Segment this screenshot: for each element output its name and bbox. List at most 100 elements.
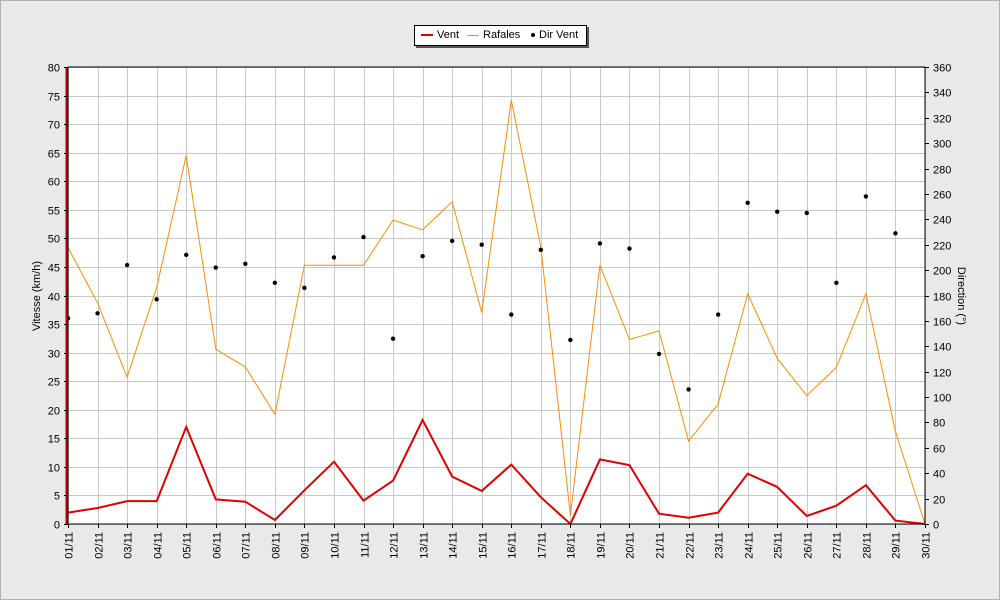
left-tick-label: 15 bbox=[48, 434, 60, 446]
data-point-vent bbox=[894, 519, 897, 522]
right-tick-label: 0 bbox=[933, 520, 939, 532]
data-point-vent bbox=[510, 463, 513, 466]
data-point-dir-vent bbox=[627, 246, 632, 251]
data-point-vent bbox=[480, 489, 483, 492]
right-tick-label: 160 bbox=[933, 317, 951, 329]
left-tick-label: 40 bbox=[48, 292, 60, 304]
series-layer bbox=[65, 99, 926, 526]
data-point-rafales bbox=[569, 514, 572, 517]
x-tick-label: 26/11 bbox=[803, 532, 815, 559]
data-point-vent bbox=[303, 489, 306, 492]
x-tick-label: 05/11 bbox=[182, 532, 194, 559]
data-point-dir-vent bbox=[213, 265, 218, 270]
left-tick-label: 50 bbox=[48, 234, 60, 246]
data-point-dir-vent bbox=[154, 297, 159, 302]
data-point-vent bbox=[746, 472, 749, 475]
x-tick-label: 09/11 bbox=[300, 532, 312, 559]
data-point-rafales bbox=[746, 292, 749, 295]
data-point-rafales bbox=[362, 264, 365, 267]
data-point-vent bbox=[628, 464, 631, 467]
x-tick-label: 16/11 bbox=[507, 532, 519, 559]
data-point-vent bbox=[864, 484, 867, 487]
x-tick-label: 11/11 bbox=[360, 532, 372, 558]
right-tick-label: 240 bbox=[933, 215, 951, 227]
left-tick-label: 25 bbox=[48, 377, 60, 389]
data-point-vent bbox=[805, 515, 808, 518]
data-point-rafales bbox=[155, 286, 158, 289]
right-tick-label: 20 bbox=[933, 495, 945, 507]
x-tick-label: 04/11 bbox=[153, 532, 165, 559]
x-tick-label: 15/11 bbox=[478, 532, 490, 559]
left-axis-ticks: 0 5 10 15 20 25 30 35 40 45 50 55 60 65 70 75 80 bbox=[48, 63, 68, 532]
data-point-vent bbox=[273, 519, 276, 522]
data-point-rafales bbox=[687, 440, 690, 443]
data-point-rafales bbox=[510, 99, 513, 102]
right-tick-label: 260 bbox=[933, 190, 951, 202]
data-point-rafales bbox=[392, 219, 395, 222]
x-tick-label: 08/11 bbox=[271, 532, 283, 559]
legend-item-rafales: Rafales bbox=[467, 29, 520, 41]
data-point-dir-vent bbox=[804, 210, 809, 216]
left-tick-label: 30 bbox=[48, 349, 60, 361]
right-tick-label: 40 bbox=[933, 469, 945, 481]
x-tick-label: 30/11 bbox=[921, 532, 933, 559]
data-point-vent bbox=[126, 500, 129, 503]
data-point-vent bbox=[362, 499, 365, 502]
left-tick-label: 5 bbox=[54, 491, 60, 503]
data-point-vent bbox=[687, 516, 690, 519]
legend-item-dir-vent: Dir Vent bbox=[527, 29, 578, 41]
data-point-dir-vent bbox=[775, 209, 780, 214]
data-point-rafales bbox=[303, 264, 306, 267]
data-point-vent bbox=[598, 458, 601, 461]
legend: Vent Rafales Dir Vent bbox=[414, 25, 587, 46]
left-tick-label: 70 bbox=[48, 120, 60, 132]
data-point-rafales bbox=[776, 357, 779, 360]
data-point-rafales bbox=[805, 394, 808, 397]
data-point-dir-vent bbox=[243, 261, 248, 266]
data-point-dir-vent bbox=[390, 336, 396, 341]
data-point-rafales bbox=[598, 264, 601, 267]
series-vent bbox=[67, 417, 926, 526]
left-tick-label: 45 bbox=[48, 263, 60, 275]
data-point-rafales bbox=[273, 413, 276, 416]
right-tick-label: 140 bbox=[933, 342, 951, 354]
right-tick-label: 60 bbox=[933, 444, 945, 456]
x-tick-label: 01/11 bbox=[64, 532, 76, 559]
x-tick-label: 23/11 bbox=[714, 532, 726, 559]
series-dir-vent bbox=[65, 194, 898, 392]
data-point-vent bbox=[451, 475, 454, 478]
data-point-vent bbox=[539, 496, 542, 499]
x-tick-label: 19/11 bbox=[596, 532, 608, 559]
right-tick-label: 300 bbox=[933, 139, 951, 151]
data-point-rafales bbox=[96, 301, 99, 304]
data-point-dir-vent bbox=[656, 351, 662, 357]
data-point-dir-vent bbox=[893, 231, 898, 236]
legend-item-vent: Vent bbox=[421, 29, 459, 41]
legend-label-rafales: Rafales bbox=[483, 29, 521, 41]
data-point-rafales bbox=[835, 366, 838, 369]
left-tick-label: 75 bbox=[48, 92, 60, 104]
x-axis-ticks: 01/11 02/11 03/11 04/11 05/11 06/11 07/11 08/11… bbox=[64, 524, 933, 559]
x-tick-label: 21/11 bbox=[655, 532, 667, 559]
data-point-vent bbox=[332, 460, 335, 463]
right-tick-label: 320 bbox=[933, 114, 951, 126]
x-tick-label: 10/11 bbox=[330, 532, 342, 559]
x-tick-label: 14/11 bbox=[448, 532, 460, 559]
data-point-dir-vent bbox=[449, 238, 455, 244]
data-point-dir-vent bbox=[863, 194, 869, 199]
data-point-rafales bbox=[332, 264, 335, 267]
data-point-dir-vent bbox=[184, 252, 189, 258]
x-tick-label: 28/11 bbox=[862, 532, 874, 559]
data-point-dir-vent bbox=[715, 312, 721, 317]
data-point-rafales bbox=[628, 338, 631, 341]
legend-label-vent: Vent bbox=[437, 29, 460, 41]
x-tick-label: 27/11 bbox=[832, 532, 844, 559]
x-tick-label: 06/11 bbox=[212, 532, 224, 559]
data-point-dir-vent bbox=[538, 247, 544, 252]
data-point-dir-vent bbox=[568, 337, 573, 343]
x-tick-label: 03/11 bbox=[123, 532, 135, 559]
data-point-vent bbox=[244, 500, 247, 503]
left-tick-label: 0 bbox=[54, 520, 60, 532]
data-point-vent bbox=[658, 512, 661, 515]
left-tick-label: 60 bbox=[48, 177, 60, 189]
